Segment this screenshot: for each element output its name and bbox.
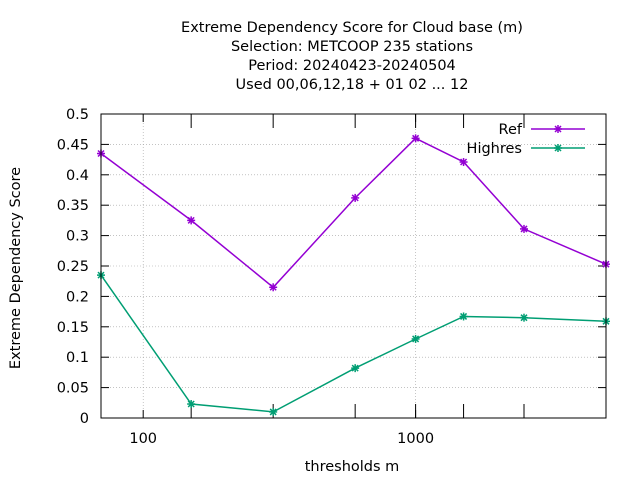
data-point xyxy=(269,283,278,292)
y-tick-label: 0.1 xyxy=(66,350,89,366)
series-line xyxy=(100,137,607,289)
x-tick-label: 1000 xyxy=(397,431,434,447)
legend-entry: Highres xyxy=(467,141,585,157)
y-axis-ticks: 0 0.05 0.1 0.15 0.2 0.25 0.3 0.35 0.4 0.45 0.5 xyxy=(57,107,606,427)
legend-marker xyxy=(554,144,562,152)
legend-label: Ref xyxy=(499,122,523,138)
y-tick-label: 0.3 xyxy=(66,229,89,245)
data-point xyxy=(351,193,360,202)
title-line-3: Period: 20240423-20240504 xyxy=(248,58,456,74)
data-point xyxy=(187,216,196,225)
data-point xyxy=(459,158,468,167)
data-point xyxy=(269,407,278,416)
grid-lines xyxy=(101,114,606,418)
legend-entry: Ref xyxy=(499,122,585,138)
y-tick-label: 0.35 xyxy=(57,198,89,214)
series-layer xyxy=(97,134,610,416)
y-tick-label: 0.2 xyxy=(66,289,89,305)
series-ref xyxy=(97,134,610,292)
title-line-1: Extreme Dependency Score for Cloud base … xyxy=(181,20,523,36)
y-tick-label: 0.45 xyxy=(57,137,89,153)
legend-label: Highres xyxy=(467,141,522,157)
series-line xyxy=(100,274,607,413)
data-point xyxy=(187,400,196,409)
y-tick-label: 0.4 xyxy=(66,168,89,184)
data-point xyxy=(411,134,420,143)
chart-title: Extreme Dependency Score for Cloud base … xyxy=(181,20,523,93)
y-tick-label: 0.5 xyxy=(66,107,89,123)
y-tick-label: 0.15 xyxy=(57,320,89,336)
data-point xyxy=(519,313,528,322)
title-line-4: Used 00,06,12,18 + 01 02 ... 12 xyxy=(236,77,469,93)
y-tick-label: 0.25 xyxy=(57,259,89,275)
data-point xyxy=(411,334,420,343)
y-tick-label: 0 xyxy=(80,411,89,427)
y-tick-label: 0.05 xyxy=(57,381,89,397)
y-axis-label: Extreme Dependency Score xyxy=(8,167,24,369)
series-highres xyxy=(97,271,610,416)
data-point xyxy=(351,364,360,373)
legend: Ref Highres xyxy=(467,122,585,157)
data-point xyxy=(519,224,528,233)
legend-marker xyxy=(554,125,562,133)
plot-border xyxy=(100,113,607,419)
x-tick-label: 100 xyxy=(129,431,157,447)
x-axis-label: thresholds m xyxy=(305,459,400,475)
title-line-2: Selection: METCOOP 235 stations xyxy=(231,39,473,55)
data-point xyxy=(459,312,468,321)
x-axis-ticks: 100 1000 xyxy=(100,114,607,447)
